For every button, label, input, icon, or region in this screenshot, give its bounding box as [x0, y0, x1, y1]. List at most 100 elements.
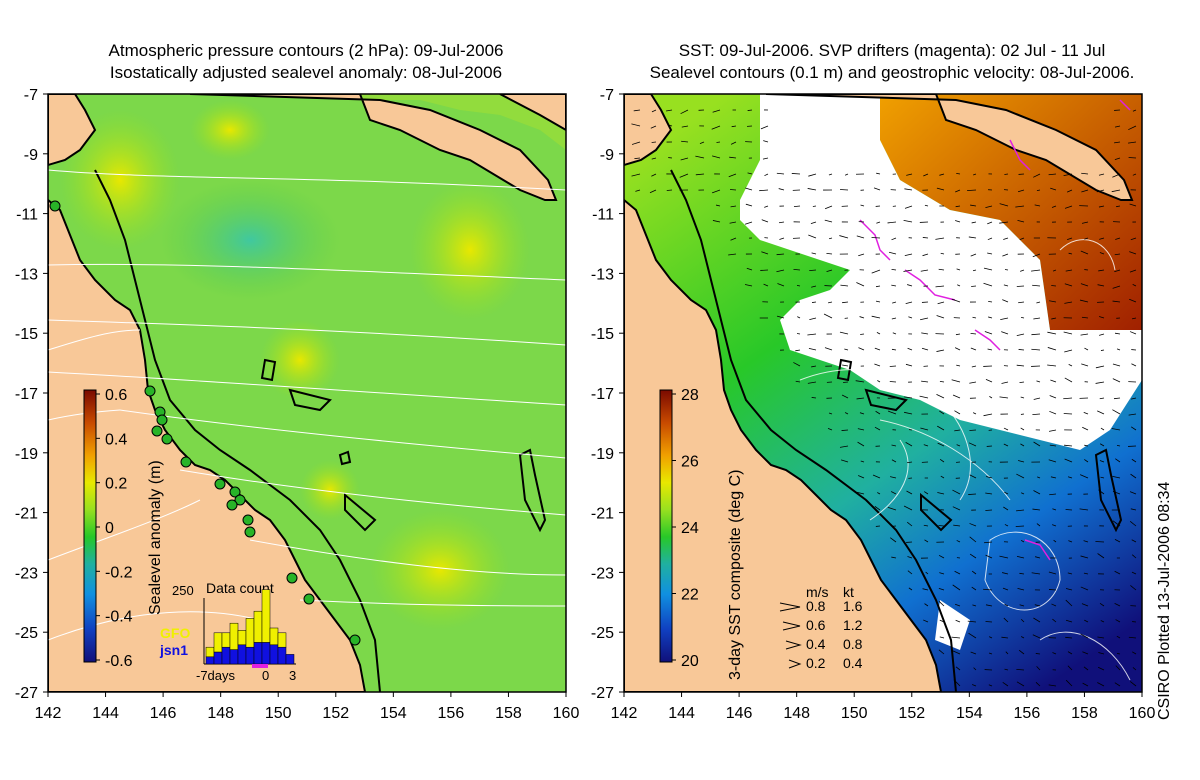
velocity-arrow: [954, 603, 961, 607]
velocity-arrow: [1114, 332, 1121, 335]
reef-outline: [338, 450, 352, 466]
velocity-arrow: [874, 363, 881, 367]
y-tick-label: -15: [15, 326, 38, 343]
velocity-arrow: [875, 285, 881, 288]
velocity-arrow: [744, 221, 753, 225]
velocity-arrow: [840, 459, 849, 463]
velocity-arrow: [988, 316, 993, 319]
x-tick-label: 148: [207, 705, 234, 722]
velocity-arrow: [939, 619, 945, 623]
velocity-arrow: [1132, 284, 1137, 287]
velocity-arrow: [1018, 349, 1025, 351]
velocity-arrow: [923, 444, 929, 447]
velocity-arrow: [1048, 684, 1057, 687]
legend-kt: 0.4: [843, 655, 863, 671]
y-tick-label: -17: [15, 386, 38, 403]
x-tick-label: 158: [495, 705, 522, 722]
velocity-arrow: [712, 220, 721, 223]
velocity-arrow: [828, 173, 833, 176]
velocity-arrow: [1004, 668, 1009, 671]
velocity-arrow: [891, 269, 897, 271]
velocity-arrow: [968, 493, 977, 495]
velocity-arrow: [1097, 666, 1105, 671]
velocity-arrow: [903, 219, 913, 223]
velocity-arrow: [1112, 363, 1121, 367]
high-anomaly-blob: [410, 180, 530, 320]
reef-outline: [344, 492, 377, 532]
velocity-arrow: [745, 187, 753, 191]
velocity-arrow: [1131, 554, 1137, 559]
velocity-arrow: [1020, 269, 1025, 272]
velocity-arrow: [808, 347, 817, 351]
velocity-arrow: [985, 621, 993, 623]
velocity-arrow: [1065, 599, 1073, 607]
velocity-arrow: [1079, 299, 1089, 303]
velocity-arrow: [1001, 636, 1009, 639]
velocity-arrow: [651, 157, 657, 160]
legend-ms: 0.4: [806, 636, 826, 652]
right-map: [624, 94, 1142, 692]
velocity-arrow: [1002, 681, 1009, 687]
velocity-arrow: [856, 282, 865, 287]
velocity-arrow: [1035, 681, 1041, 687]
velocity-arrow: [957, 284, 961, 287]
velocity-arrow: [1084, 619, 1089, 623]
velocity-arrow: [1082, 426, 1089, 431]
right-title-line1: SST: 09-Jul-2006. SVP drifters (magenta)…: [678, 41, 1106, 60]
svp-drifter-tracks: [859, 99, 1131, 561]
velocity-arrow: [969, 536, 977, 543]
velocity-arrow: [971, 221, 977, 224]
x-tick-label: 156: [1014, 705, 1041, 722]
reef-outline: [518, 448, 547, 533]
velocity-arrow: [985, 205, 993, 209]
velocity-arrow: [872, 474, 881, 479]
colorbar-tick-label: 22: [681, 587, 699, 604]
velocity-arrow: [859, 316, 865, 319]
velocity-arrow: [807, 333, 817, 336]
velocity-arrow: [1048, 173, 1057, 176]
reef-outline: [836, 358, 853, 382]
y-tick-label: -21: [591, 506, 614, 523]
velocity-arrow: [711, 189, 721, 194]
velocity-arrow: [1065, 588, 1073, 591]
gfo-bar: [237, 630, 247, 646]
gfo-bar: [245, 618, 255, 648]
colorbar-tick-label: 28: [681, 387, 699, 404]
right-title-line2: Sealevel contours (0.1 m) and geostrophi…: [649, 63, 1135, 82]
velocity-arrow: [1034, 556, 1041, 559]
y-tick-label: -27: [15, 685, 38, 702]
velocity-arrow: [1016, 668, 1025, 671]
velocity-arrow: [1065, 509, 1073, 511]
velocity-arrow: [1017, 220, 1025, 223]
x-tick-label: 154: [380, 705, 407, 722]
velocity-arrow: [939, 636, 945, 639]
velocity-arrow: [759, 189, 769, 192]
velocity-arrow: [711, 125, 721, 130]
velocity-arrow: [1004, 604, 1009, 607]
velocity-arrow: [764, 205, 769, 208]
velocity-arrow: [1130, 237, 1137, 241]
reef-outline: [288, 388, 332, 412]
velocity-arrow: [908, 587, 913, 591]
velocity-arrow: [811, 397, 817, 399]
velocity-arrow: [1051, 317, 1057, 320]
velocity-arrow: [1019, 604, 1025, 607]
left-title: Atmospheric pressure contours (2 hPa): 0…: [46, 40, 566, 84]
velocity-arrow: [1020, 427, 1025, 431]
velocity-arrow: [728, 173, 737, 178]
velocity-arrow: [938, 554, 945, 559]
velocity-arrow: [1033, 397, 1041, 400]
velocity-arrow: [970, 333, 977, 335]
velocity-arrow: [906, 521, 913, 527]
velocity-arrow: [1099, 443, 1105, 447]
data-count-xlabel-mid: 0: [262, 668, 269, 683]
velocity-arrow: [939, 410, 945, 415]
velocity-arrow: [1003, 443, 1009, 447]
high-anomaly-blob: [260, 320, 340, 400]
velocity-arrow: [1084, 347, 1089, 351]
left-axes: -7 -9 -11 -13 -15 -17 -19 -21 -23 -25 -27 142 144 146…: [15, 87, 580, 722]
velocity-arrow: [1080, 283, 1089, 287]
velocity-arrow: [969, 523, 977, 527]
velocity-arrow: [807, 188, 817, 191]
velocity-arrow: [955, 333, 961, 336]
